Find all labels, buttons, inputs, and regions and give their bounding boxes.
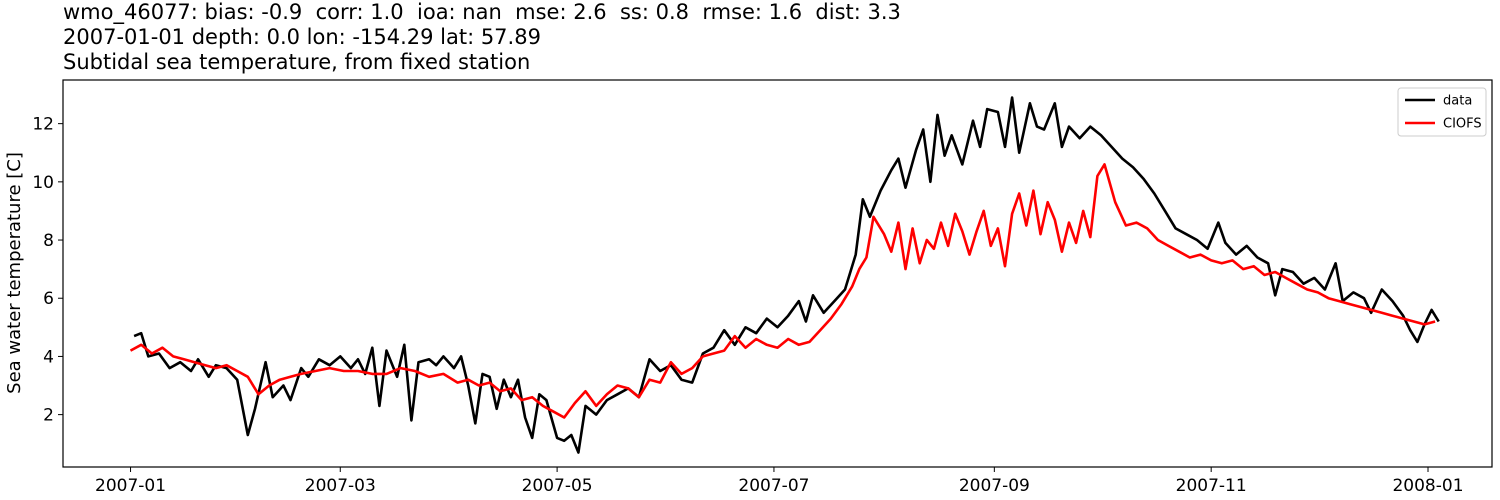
- legend: data CIOFS: [1397, 87, 1487, 137]
- x-tick-label: 2007-09: [959, 476, 1030, 496]
- y-tick-label: 4: [43, 347, 54, 367]
- y-tick-label: 6: [43, 289, 54, 309]
- x-tick-label: 2007-01: [95, 476, 166, 496]
- y-tick-label: 10: [32, 173, 54, 193]
- x-tick-label: 2008-01: [1392, 476, 1463, 496]
- figure-title: wmo_46077: bias: -0.9 corr: 1.0 ioa: nan…: [63, 0, 901, 75]
- y-axis-label: Sea water temperature [C]: [4, 152, 25, 394]
- x-tick-label: 2007-05: [522, 476, 593, 496]
- series-layer: [129, 96, 1440, 454]
- series-line-ciofs: [129, 163, 1436, 419]
- x-tick-label: 2007-03: [305, 476, 376, 496]
- variable-title: Subtidal sea temperature, from fixed sta…: [63, 50, 531, 74]
- x-tick-label: 2007-07: [738, 476, 809, 496]
- series-line-data: [133, 96, 1440, 454]
- legend-label: CIOFS: [1443, 117, 1482, 132]
- x-tick-label: 2007-11: [1176, 476, 1247, 496]
- x-axis: 2007-01 2007-03 2007-05 2007-07 2007-09 2007-…: [95, 467, 1464, 496]
- stats-title: wmo_46077: bias: -0.9 corr: 1.0 ioa: nan…: [63, 0, 901, 24]
- y-tick-label: 2: [43, 406, 54, 426]
- station-info-title: 2007-01-01 depth: 0.0 lon: -154.29 lat: …: [63, 25, 541, 49]
- y-axis: 2 4 6 8 10 12: [32, 115, 63, 426]
- y-tick-label: 12: [32, 115, 54, 135]
- plot-frame: [62, 79, 1493, 468]
- legend-label: data: [1443, 94, 1472, 109]
- y-tick-label: 8: [43, 231, 54, 251]
